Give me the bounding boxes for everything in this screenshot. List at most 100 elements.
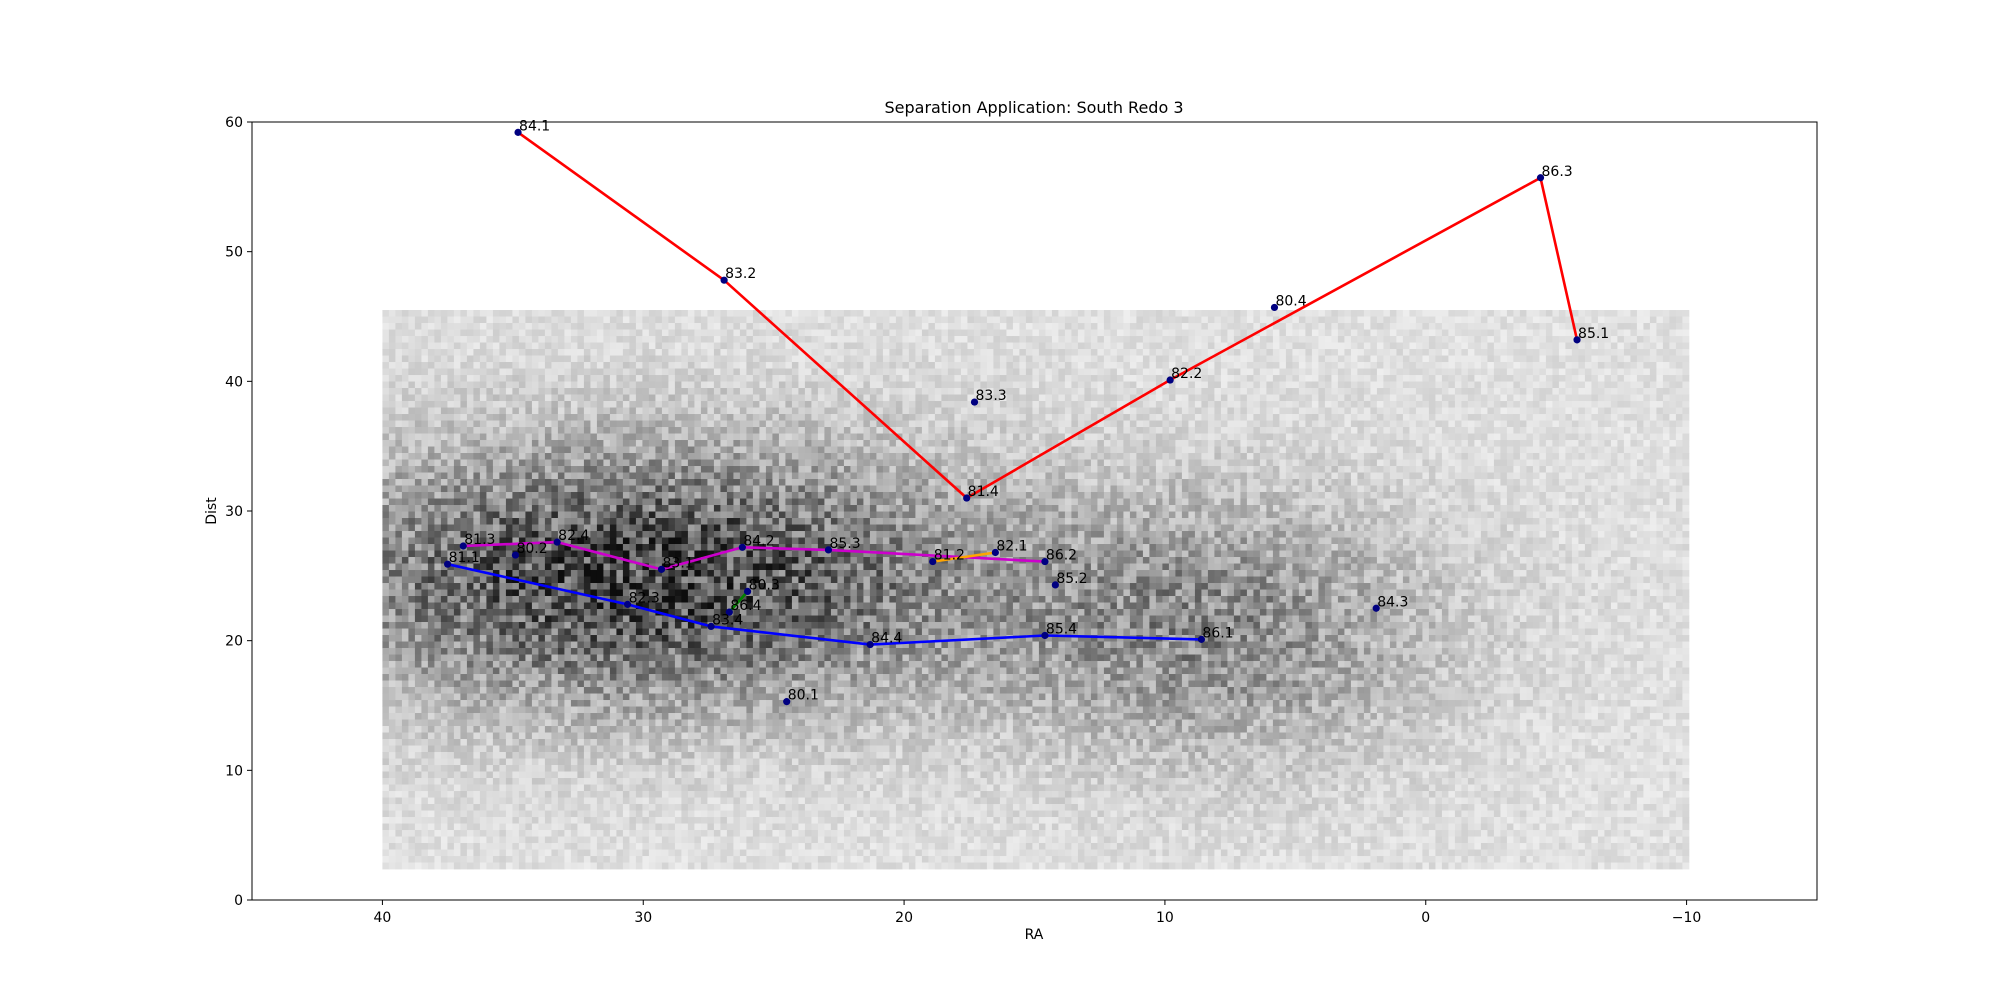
heatmap-cell [1630,323,1638,330]
heatmap-cell [505,381,513,389]
heatmap-cell [674,407,682,415]
heatmap-cell [1402,355,1410,363]
heatmap-cell [1656,349,1664,356]
heatmap-cell [882,414,890,421]
heatmap-cell [577,349,585,356]
heatmap-cell [1155,446,1163,454]
heatmap-cell [635,316,643,324]
heatmap-cell [1454,381,1462,389]
heatmap-cell [1584,414,1592,421]
heatmap-cell [1370,394,1378,402]
heatmap-cell [460,381,468,389]
heatmap-cell [687,381,695,389]
heatmap-cell [1045,375,1053,382]
heatmap-cell [518,466,526,473]
heatmap-cell [1259,310,1267,317]
heatmap-cell [1415,394,1423,402]
heatmap-cell [1168,401,1176,408]
heatmap-cell [538,329,546,337]
heatmap-cell [1240,381,1248,389]
heatmap-cell [986,401,994,408]
heatmap-cell [1649,316,1657,324]
heatmap-cell [1591,440,1599,447]
heatmap-cell [1519,323,1527,330]
heatmap-cell [531,420,539,428]
heatmap-cell [1025,401,1033,408]
heatmap-cell [648,414,656,421]
heatmap-cell [1558,323,1566,330]
heatmap-cell [616,401,624,408]
heatmap-cell [1123,394,1131,402]
heatmap-cell [1506,388,1514,395]
heatmap-cell [1175,310,1183,317]
heatmap-cell [1311,381,1319,389]
heatmap-cell [752,336,760,343]
heatmap-cell [492,316,500,324]
heatmap-cell [973,433,981,441]
heatmap-cell [1214,329,1222,337]
heatmap-cell [1129,310,1137,317]
heatmap-cell [1402,375,1410,382]
heatmap-cell [765,427,773,434]
heatmap-cell [759,440,767,447]
heatmap-cell [609,336,617,343]
heatmap-cell [687,394,695,402]
heatmap-cell [466,323,474,330]
heatmap-cell [518,414,526,421]
heatmap-cell [414,349,422,356]
heatmap-cell [427,342,435,350]
heatmap-cell [1643,310,1651,317]
heatmap-cell [1136,427,1144,434]
heatmap-cell [1006,453,1014,460]
heatmap-cell [973,407,981,415]
heatmap-cell [1012,388,1020,395]
heatmap-cell [1259,401,1267,408]
heatmap-cell [570,407,578,415]
heatmap-cell [668,420,676,428]
heatmap-cell [505,459,513,467]
heatmap-cell [590,453,598,460]
heatmap-cell [1019,329,1027,337]
heatmap-cell [1428,394,1436,402]
heatmap-cell [1305,381,1313,389]
heatmap-cell [596,459,604,467]
heatmap-cell [1006,466,1014,473]
heatmap-cell [889,466,897,473]
heatmap-cell [1058,401,1066,408]
heatmap-cell [557,355,565,363]
heatmap-cell [1084,427,1092,434]
heatmap-cell [934,342,942,350]
heatmap-cell [1597,362,1605,369]
heatmap-cell [889,401,897,408]
heatmap-cell [804,459,812,467]
heatmap-cell [1623,407,1631,415]
heatmap-cell [1487,310,1495,317]
heatmap-cell [544,388,552,395]
heatmap-cell [778,420,786,428]
heatmap-cell [1435,336,1443,343]
heatmap-cell [824,355,832,363]
heatmap-cell [902,394,910,402]
heatmap-cell [1565,362,1573,369]
heatmap-cell [1168,407,1176,415]
heatmap-cell [1493,336,1501,343]
heatmap-cell [739,310,747,317]
heatmap-cell [1519,349,1527,356]
heatmap-cell [1643,388,1651,395]
heatmap-cell [473,349,481,356]
heatmap-cell [1311,355,1319,363]
heatmap-cell [1298,355,1306,363]
heatmap-cell [551,368,559,376]
heatmap-cell [434,446,442,454]
heatmap-cell [895,362,903,369]
heatmap-cell [388,394,396,402]
heatmap-cell [1454,433,1462,441]
heatmap-cell [1357,310,1365,317]
heatmap-cell [1500,453,1508,460]
heatmap-cell [1649,394,1657,402]
heatmap-cell [707,459,715,467]
heatmap-cell [1597,459,1605,467]
heatmap-cell [1181,349,1189,356]
heatmap-cell [538,349,546,356]
heatmap-cell [908,323,916,330]
